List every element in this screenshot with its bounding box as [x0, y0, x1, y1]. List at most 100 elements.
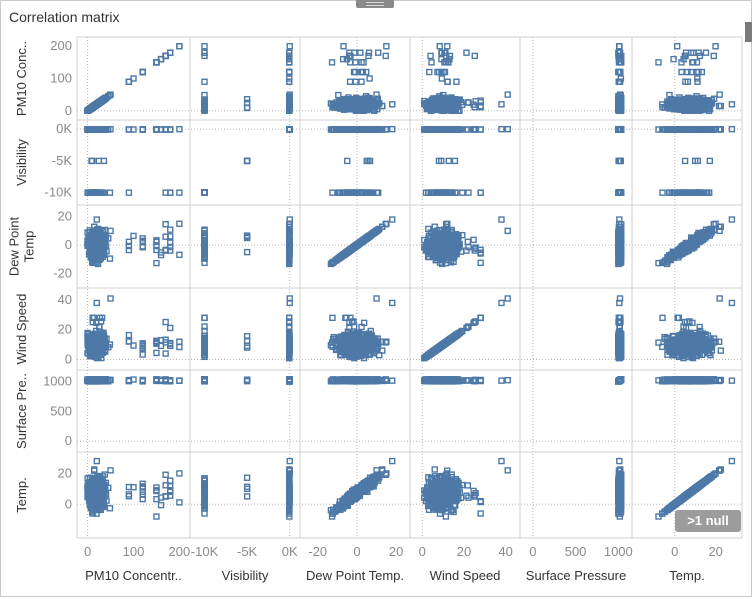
x-tick-label: 200 — [169, 544, 191, 559]
x-tick-label: 20 — [708, 544, 722, 559]
data-point — [201, 189, 208, 196]
scatter-cell — [84, 125, 183, 196]
y-tick-label: 0 — [65, 237, 72, 252]
scatter-cell — [201, 43, 293, 114]
x-tick-label: 20 — [389, 544, 403, 559]
data-point — [167, 49, 174, 56]
data-point — [201, 43, 208, 50]
data-point — [201, 189, 208, 196]
data-point — [659, 189, 666, 196]
data-point — [201, 189, 208, 196]
data-point — [201, 189, 208, 196]
row-label: PM10 Conc.. — [14, 41, 29, 116]
data-point — [465, 189, 472, 196]
data-point — [201, 189, 208, 196]
data-point — [201, 189, 208, 196]
data-point — [243, 157, 251, 165]
row-label: Temp — [22, 231, 37, 263]
data-point — [139, 68, 146, 76]
y-tick-label: 0K — [56, 121, 72, 136]
data-point — [674, 43, 681, 50]
column-label: Surface Pressure — [526, 568, 626, 583]
data-point — [201, 189, 208, 196]
data-point — [453, 78, 460, 85]
scatter-cell — [615, 125, 625, 196]
data-point — [710, 52, 718, 60]
data-point — [201, 49, 208, 56]
y-tick-label: 20 — [58, 465, 72, 480]
data-point — [728, 101, 736, 108]
scatter-cell — [655, 125, 736, 196]
data-point — [504, 91, 511, 98]
data-point — [139, 68, 146, 76]
y-tick-label: 200 — [50, 38, 72, 53]
data-point — [445, 157, 452, 165]
y-tick-label: 40 — [58, 292, 72, 307]
data-point — [383, 43, 390, 50]
x-tick-label: 0 — [671, 544, 678, 559]
x-tick-label: 0K — [282, 544, 298, 559]
x-tick-label: 0 — [84, 544, 91, 559]
y-tick-label: 20 — [58, 322, 72, 337]
x-tick-label: -10K — [191, 544, 219, 559]
data-point — [201, 78, 208, 85]
data-point — [201, 189, 208, 196]
data-point — [329, 189, 336, 196]
data-point — [201, 189, 208, 196]
x-tick-label: 500 — [565, 544, 587, 559]
data-point — [201, 189, 208, 196]
data-point — [106, 189, 114, 196]
data-point — [139, 68, 146, 76]
data-point — [201, 189, 208, 196]
data-point — [286, 55, 293, 63]
data-point — [201, 189, 208, 196]
data-point — [477, 189, 484, 196]
data-point — [201, 189, 208, 196]
data-point — [243, 157, 251, 165]
x-tick-label: -5K — [237, 544, 258, 559]
data-point — [335, 91, 342, 99]
scatter-cell — [201, 125, 293, 196]
resize-handle[interactable] — [356, 0, 394, 8]
page-title: Correlation matrix — [9, 9, 120, 25]
data-point — [201, 189, 208, 196]
data-point — [201, 189, 208, 196]
data-point — [201, 189, 208, 196]
data-point — [201, 189, 208, 196]
x-tick-label: 40 — [498, 544, 512, 559]
data-point — [201, 189, 208, 196]
data-point — [201, 189, 208, 196]
data-point — [201, 189, 208, 196]
data-point — [201, 189, 208, 196]
scroll-edge[interactable] — [745, 22, 752, 42]
data-point — [243, 157, 251, 165]
data-point — [201, 189, 208, 196]
data-point — [358, 78, 365, 85]
data-point — [201, 189, 208, 196]
scatter-cell — [84, 43, 183, 114]
data-point — [463, 49, 470, 56]
data-point — [695, 68, 702, 76]
x-tick-label: 0 — [353, 544, 360, 559]
data-point — [366, 75, 373, 82]
scatter-cell — [421, 125, 511, 196]
y-tick-label: 1000 — [43, 373, 72, 388]
data-point — [201, 189, 208, 196]
data-point — [201, 189, 208, 196]
data-point — [201, 189, 208, 196]
data-point — [153, 59, 160, 66]
data-point — [477, 97, 484, 104]
data-point — [328, 59, 336, 66]
data-point — [389, 101, 396, 108]
data-point — [344, 157, 351, 165]
x-tick-label: -20 — [308, 544, 327, 559]
scatter-cell — [655, 43, 736, 114]
y-tick-label: -20 — [53, 265, 72, 280]
data-point — [444, 43, 451, 50]
data-point — [428, 59, 435, 66]
y-tick-label: 500 — [50, 403, 72, 418]
data-point — [139, 68, 146, 76]
column-label: Temp. — [669, 568, 704, 583]
data-point — [715, 102, 723, 110]
data-point — [201, 189, 208, 196]
